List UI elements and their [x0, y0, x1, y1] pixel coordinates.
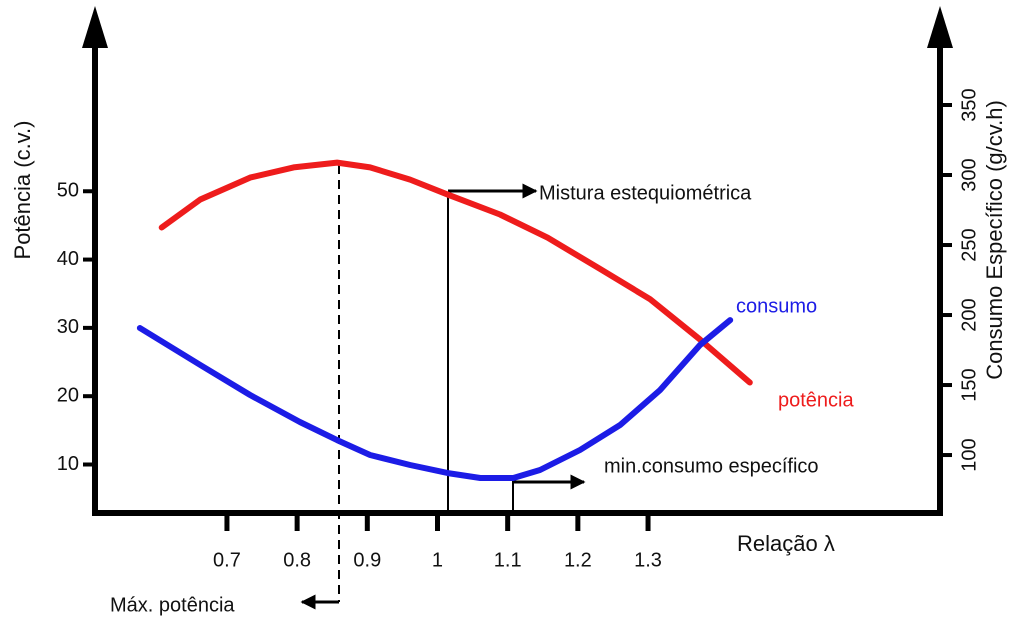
- x-tick-label: 1: [432, 549, 443, 571]
- series-label: potência: [778, 389, 854, 411]
- y-tick-label: 30: [57, 316, 79, 338]
- y-axis-title: Potência (c.v.): [10, 121, 35, 260]
- x-tick-label: 1.1: [494, 549, 522, 571]
- series-line: [158, 159, 753, 386]
- y2-tick-label: 150: [958, 368, 980, 401]
- y-axis-arrow: [82, 6, 108, 48]
- series-label: consumo: [736, 295, 817, 317]
- annotation: Máx. potência: [110, 594, 235, 616]
- x-tick-label: 1.2: [564, 549, 592, 571]
- x-tick-label: 0.8: [283, 549, 311, 571]
- x-axis-title: Relação λ: [737, 531, 835, 556]
- y-tick-label: 40: [57, 248, 79, 270]
- y-tick-label: 50: [57, 180, 79, 202]
- y2-tick-label: 300: [958, 158, 980, 191]
- y-tick-label: 20: [57, 384, 79, 406]
- x-tick-label: 0.7: [213, 549, 241, 571]
- x-tick-label: 1.3: [634, 549, 662, 571]
- annotation: min.consumo específico: [604, 455, 819, 477]
- y-tick-label: 10: [57, 453, 79, 475]
- y2-tick-label: 200: [958, 298, 980, 331]
- series-line: [136, 317, 734, 481]
- y2-tick-label: 250: [958, 228, 980, 261]
- annotation: Mistura estequiométrica: [539, 182, 752, 204]
- y2-tick-label: 350: [958, 88, 980, 121]
- y2-axis-arrow: [927, 6, 953, 48]
- y2-axis-title: Consumo Específico (g/cv.h): [982, 100, 1007, 380]
- y2-tick-label: 100: [958, 438, 980, 471]
- x-tick-label: 0.9: [353, 549, 381, 571]
